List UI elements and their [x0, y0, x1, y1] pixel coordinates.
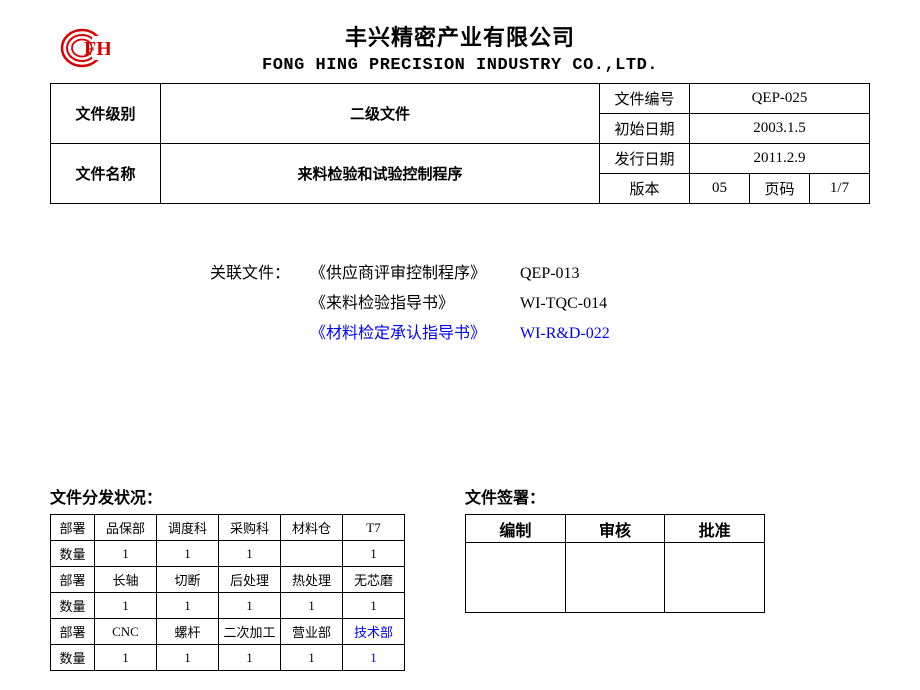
- version-value: 05: [690, 174, 750, 204]
- dept-cell: 后处理: [219, 567, 281, 593]
- distribution-section: 文件分发状况： 部署 品保部 调度科 采购科 材料仓 T7 数量 1 1 1 1…: [50, 484, 405, 671]
- document-info-table: 文件级别 二级文件 文件编号 QEP-025 初始日期 2003.1.5 文件名…: [50, 83, 870, 204]
- qty-cell: 1: [219, 645, 281, 671]
- related-doc-name: 《供应商评审控制程序》: [310, 259, 520, 289]
- dept-cell: 调度科: [157, 515, 219, 541]
- qty-cell: 1: [157, 593, 219, 619]
- related-doc-row: 《材料检定承认指导书》 WI-R&D-022: [210, 319, 870, 349]
- dept-cell: CNC: [95, 619, 157, 645]
- doc-name-label: 文件名称: [51, 144, 161, 204]
- doc-no-value: QEP-025: [690, 84, 870, 114]
- qty-cell: [281, 541, 343, 567]
- qty-cell: 1: [95, 645, 157, 671]
- doc-level-label: 文件级别: [51, 84, 161, 144]
- bottom-section: 文件分发状况： 部署 品保部 调度科 采购科 材料仓 T7 数量 1 1 1 1…: [50, 484, 870, 671]
- dept-label: 部署: [51, 515, 95, 541]
- qty-cell: 1: [281, 645, 343, 671]
- qty-cell: 1: [219, 541, 281, 567]
- related-spacer: [210, 289, 310, 319]
- company-logo: FH: [50, 26, 120, 70]
- table-row: 部署 品保部 调度科 采购科 材料仓 T7: [51, 515, 405, 541]
- dept-label: 部署: [51, 619, 95, 645]
- table-row: 编制 审核 批准: [466, 515, 765, 543]
- dept-cell: 采购科: [219, 515, 281, 541]
- dept-label: 部署: [51, 567, 95, 593]
- dept-cell: 长轴: [95, 567, 157, 593]
- dept-cell: 无芯磨: [343, 567, 405, 593]
- dept-cell: 营业部: [281, 619, 343, 645]
- qty-cell: 1: [95, 541, 157, 567]
- svg-text:FH: FH: [84, 38, 110, 60]
- table-row: [466, 543, 765, 613]
- signature-section: 文件签署： 编制 审核 批准: [465, 484, 870, 671]
- qty-cell: 1: [157, 541, 219, 567]
- dept-cell: 技术部: [343, 619, 405, 645]
- related-documents: 关联文件： 《供应商评审控制程序》 QEP-013 《来料检验指导书》 WI-T…: [210, 259, 870, 349]
- qty-cell: 1: [343, 593, 405, 619]
- qty-cell: 1: [157, 645, 219, 671]
- dept-cell: 品保部: [95, 515, 157, 541]
- dept-cell: 螺杆: [157, 619, 219, 645]
- issue-date-value: 2011.2.9: [690, 144, 870, 174]
- table-row: 部署 CNC 螺杆 二次加工 营业部 技术部: [51, 619, 405, 645]
- doc-no-label: 文件编号: [600, 84, 690, 114]
- related-doc-code: WI-TQC-014: [520, 289, 650, 319]
- sign-cell: [665, 543, 765, 613]
- company-name-en: FONG HING PRECISION INDUSTRY CO.,LTD.: [120, 56, 800, 75]
- related-doc-row: 关联文件： 《供应商评审控制程序》 QEP-013: [210, 259, 870, 289]
- related-doc-name: 《材料检定承认指导书》: [310, 319, 520, 349]
- qty-cell: 1: [343, 541, 405, 567]
- page-value: 1/7: [810, 174, 870, 204]
- dept-cell: 切断: [157, 567, 219, 593]
- qty-label: 数量: [51, 645, 95, 671]
- sign-col-header: 审核: [565, 515, 665, 543]
- qty-label: 数量: [51, 541, 95, 567]
- table-row: 数量 1 1 1 1 1: [51, 645, 405, 671]
- qty-cell: 1: [95, 593, 157, 619]
- related-doc-name: 《来料检验指导书》: [310, 289, 520, 319]
- dept-cell: T7: [343, 515, 405, 541]
- related-doc-row: 《来料检验指导书》 WI-TQC-014: [210, 289, 870, 319]
- document-header: FH 丰兴精密产业有限公司 FONG HING PRECISION INDUST…: [50, 20, 870, 75]
- qty-label: 数量: [51, 593, 95, 619]
- doc-level-value: 二级文件: [161, 84, 600, 144]
- sign-col-header: 批准: [665, 515, 765, 543]
- dept-cell: 材料仓: [281, 515, 343, 541]
- qty-cell: 1: [343, 645, 405, 671]
- signature-table: 编制 审核 批准: [465, 514, 765, 613]
- version-label: 版本: [600, 174, 690, 204]
- related-doc-code: WI-R&D-022: [520, 319, 650, 349]
- distribution-title: 文件分发状况：: [50, 484, 405, 508]
- company-name-cn: 丰兴精密产业有限公司: [120, 20, 800, 52]
- init-date-value: 2003.1.5: [690, 114, 870, 144]
- qty-cell: 1: [281, 593, 343, 619]
- page-label: 页码: [750, 174, 810, 204]
- related-spacer: [210, 319, 310, 349]
- company-title-block: 丰兴精密产业有限公司 FONG HING PRECISION INDUSTRY …: [120, 20, 800, 75]
- doc-name-value: 来料检验和试验控制程序: [161, 144, 600, 204]
- distribution-table: 部署 品保部 调度科 采购科 材料仓 T7 数量 1 1 1 1 部署 长轴 切…: [50, 514, 405, 671]
- issue-date-label: 发行日期: [600, 144, 690, 174]
- sign-cell: [565, 543, 665, 613]
- dept-cell: 热处理: [281, 567, 343, 593]
- related-doc-code: QEP-013: [520, 259, 650, 289]
- related-label: 关联文件：: [210, 259, 310, 289]
- signature-title: 文件签署：: [465, 484, 870, 508]
- table-row: 数量 1 1 1 1 1: [51, 593, 405, 619]
- dept-cell: 二次加工: [219, 619, 281, 645]
- qty-cell: 1: [219, 593, 281, 619]
- table-row: 数量 1 1 1 1: [51, 541, 405, 567]
- init-date-label: 初始日期: [600, 114, 690, 144]
- sign-col-header: 编制: [466, 515, 566, 543]
- table-row: 部署 长轴 切断 后处理 热处理 无芯磨: [51, 567, 405, 593]
- sign-cell: [466, 543, 566, 613]
